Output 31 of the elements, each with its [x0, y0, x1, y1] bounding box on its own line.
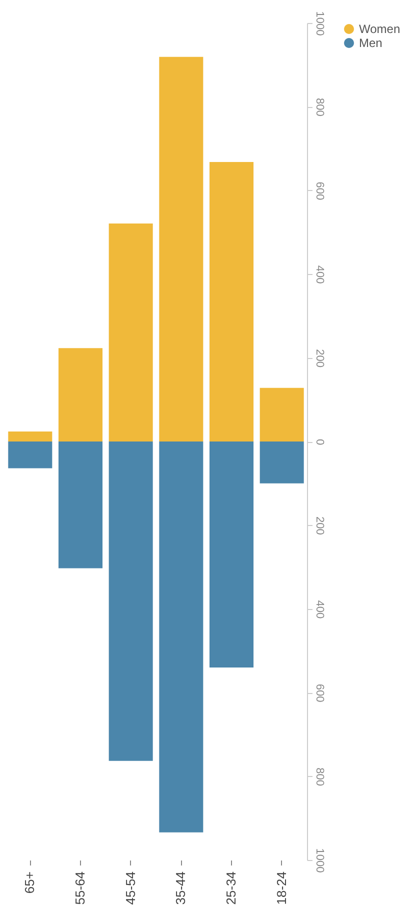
bar	[8, 442, 52, 468]
bar	[58, 442, 102, 568]
x-tick-label: 18-24	[274, 872, 289, 905]
bar	[159, 442, 204, 832]
bar	[108, 442, 153, 761]
legend-label: Men	[359, 36, 382, 50]
legend-label: Women	[359, 22, 400, 36]
bar	[108, 223, 153, 442]
y-tick-label: 600	[314, 684, 326, 702]
bar	[210, 162, 254, 442]
y-tick-label: 400	[314, 600, 326, 619]
bar	[210, 442, 254, 668]
bar	[260, 388, 304, 442]
y-tick-label: 200	[314, 349, 326, 368]
y-tick-label: 600	[314, 182, 326, 200]
y-tick-label: 400	[314, 265, 326, 284]
x-tick-label: 65+	[22, 872, 38, 894]
bar	[8, 431, 52, 442]
x-tick-label: 55-64	[72, 872, 88, 905]
x-tick-label: 45-54	[122, 872, 138, 905]
x-tick-label: 35-44	[173, 872, 188, 905]
y-tick-label: 0	[314, 438, 326, 446]
bar	[159, 56, 204, 442]
y-tick-label: 1000	[314, 11, 326, 36]
bar	[58, 348, 102, 442]
bar	[260, 442, 304, 484]
x-tick-label: 25-34	[224, 872, 238, 905]
y-tick-label: 800	[314, 768, 326, 786]
y-tick-label: 800	[314, 98, 326, 116]
y-tick-label: 200	[314, 516, 326, 535]
y-tick-label: 1000	[314, 848, 326, 873]
